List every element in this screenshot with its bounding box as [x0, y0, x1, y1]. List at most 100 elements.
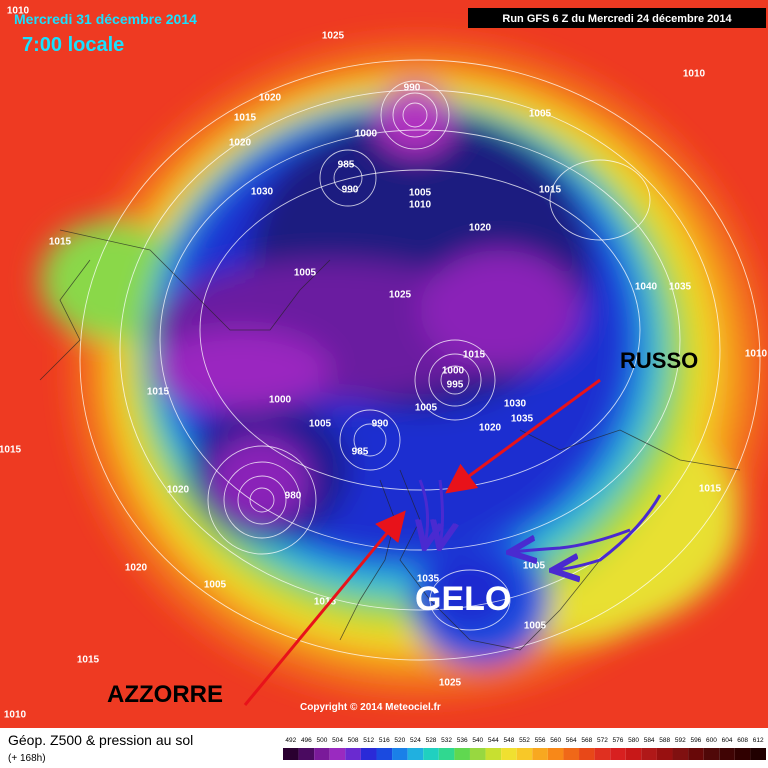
- colorbar-swatch: [672, 748, 689, 760]
- isobar-label: 980: [285, 491, 302, 502]
- colorbar-swatch: [423, 748, 439, 760]
- colorbar-label: 564: [566, 737, 577, 744]
- isobar-label: 1020: [125, 563, 148, 574]
- blue-arrow: [420, 479, 428, 545]
- time: 7:00 locale: [22, 34, 124, 56]
- isobar-label: 1020: [479, 423, 502, 434]
- colorbar-swatch: [563, 748, 580, 760]
- red-arrow: [445, 378, 601, 494]
- isobar-label: 1005: [524, 621, 547, 632]
- isobar-label: 985: [352, 447, 369, 458]
- date: Mercredi 31 décembre 2014: [14, 11, 197, 27]
- colorbar-label: 500: [317, 737, 328, 744]
- isobar-label: 990: [372, 419, 389, 430]
- isobar-label: 1035: [511, 414, 534, 425]
- colorbar-swatch: [734, 748, 751, 760]
- colorbar-label: 552: [519, 737, 530, 744]
- isobar-label: 1005: [204, 580, 227, 591]
- isobar-label: 1010: [409, 200, 432, 211]
- isobar-label: 1010: [683, 69, 706, 80]
- colorbar-swatch: [594, 748, 611, 760]
- colorbar-label: 568: [581, 737, 592, 744]
- isobar-label: 1035: [669, 282, 692, 293]
- colorbar-swatch: [547, 748, 564, 760]
- colorbar: 492 496 500 504 508 512 516 520 524 528 532 536 540 5…: [283, 737, 766, 760]
- colorbar-swatch: [625, 748, 642, 760]
- colorbar-label: 604: [722, 737, 733, 744]
- colorbar-label: 596: [690, 737, 701, 744]
- blue-arrow: [512, 528, 631, 552]
- isobar-label: 1005: [294, 268, 317, 279]
- isobar-label: 1000: [355, 129, 378, 140]
- isobar-labels: 1010 1025 1010 990 1020 1015 1005 1000 1020 985 10…: [0, 6, 768, 721]
- isobar-label: 990: [404, 83, 421, 94]
- run-box: [468, 8, 766, 28]
- colorbar-label: 508: [348, 737, 359, 744]
- isobar-label: 1015: [539, 185, 562, 196]
- colorbar-swatch: [469, 748, 486, 760]
- isobar-label: 1010: [745, 349, 768, 360]
- colorbar-label: 600: [706, 737, 717, 744]
- isobar-label: 1000: [442, 366, 465, 377]
- colorbar-label: 524: [410, 737, 421, 744]
- colorbar-label: 528: [426, 737, 437, 744]
- colorbar-label: 496: [301, 737, 312, 744]
- colorbar-swatch: [485, 748, 502, 760]
- colorbar-swatch: [532, 748, 548, 760]
- isobars: [79, 59, 761, 661]
- colorbar-label: 512: [363, 737, 374, 744]
- isobar-label: 1010: [7, 6, 30, 17]
- isobar-label: 1020: [259, 93, 282, 104]
- colorbar-label: 592: [675, 737, 686, 744]
- annotation: GELO: [415, 580, 511, 618]
- isobar-label: 1015: [699, 484, 722, 495]
- colorbar-swatch: [314, 748, 330, 760]
- colorbar-swatch: [283, 748, 299, 760]
- isobar-label: 1015: [314, 597, 337, 608]
- isobar-label: 1025: [322, 31, 345, 42]
- isobar-label: 1020: [167, 485, 190, 496]
- colorbar-swatch: [688, 748, 704, 760]
- colorbar-label: 516: [379, 737, 390, 744]
- colorbar-swatch: [454, 748, 470, 760]
- isobar-label: 1015: [463, 350, 486, 361]
- colorbar-label: 572: [597, 737, 608, 744]
- colorbar-label: 492: [285, 737, 296, 744]
- isobar-label: 995: [447, 380, 464, 391]
- colorbar-label: 532: [441, 737, 452, 744]
- annotation: AZZORRE: [107, 681, 223, 708]
- isobar-label: 1005: [523, 561, 546, 572]
- colorbar-label: 556: [535, 737, 546, 744]
- colorbar-label: 540: [472, 737, 483, 744]
- isobar-label: 1005: [309, 419, 332, 430]
- colorbar-swatch: [329, 748, 346, 760]
- colorbar-swatch: [345, 748, 361, 760]
- annotation: RUSSO: [620, 348, 698, 373]
- isobar-label: 1015: [77, 655, 100, 666]
- isobar-label: 1005: [415, 403, 438, 414]
- isobar-label: 1015: [49, 237, 72, 248]
- isobar-label: 1030: [504, 399, 527, 410]
- colorbar-label: 608: [737, 737, 748, 744]
- isobar-label: 985: [338, 160, 355, 171]
- isobar-label: 1025: [439, 678, 462, 689]
- isobar-label: 1015: [147, 387, 170, 398]
- colorbar-label: 584: [644, 737, 655, 744]
- isobar-label: 1005: [409, 188, 432, 199]
- colorbar-label: 536: [457, 737, 468, 744]
- isobar-label: 1020: [469, 223, 492, 234]
- colorbar-swatch: [641, 748, 657, 760]
- isobar-label: 1035: [417, 574, 440, 585]
- isobar-label: 1040: [635, 282, 658, 293]
- colorbar-swatch: [376, 748, 393, 760]
- colorbar-swatch: [750, 748, 766, 760]
- colorbar-label: 612: [753, 737, 764, 744]
- colorbar-label: 560: [550, 737, 561, 744]
- isobar-label: 1005: [529, 109, 552, 120]
- blue-arrow: [555, 494, 662, 570]
- isobar-label: 990: [342, 185, 359, 196]
- isobar-label: 1015: [0, 445, 22, 456]
- colorbar-swatch: [392, 748, 408, 760]
- colorbar-swatch: [610, 748, 626, 760]
